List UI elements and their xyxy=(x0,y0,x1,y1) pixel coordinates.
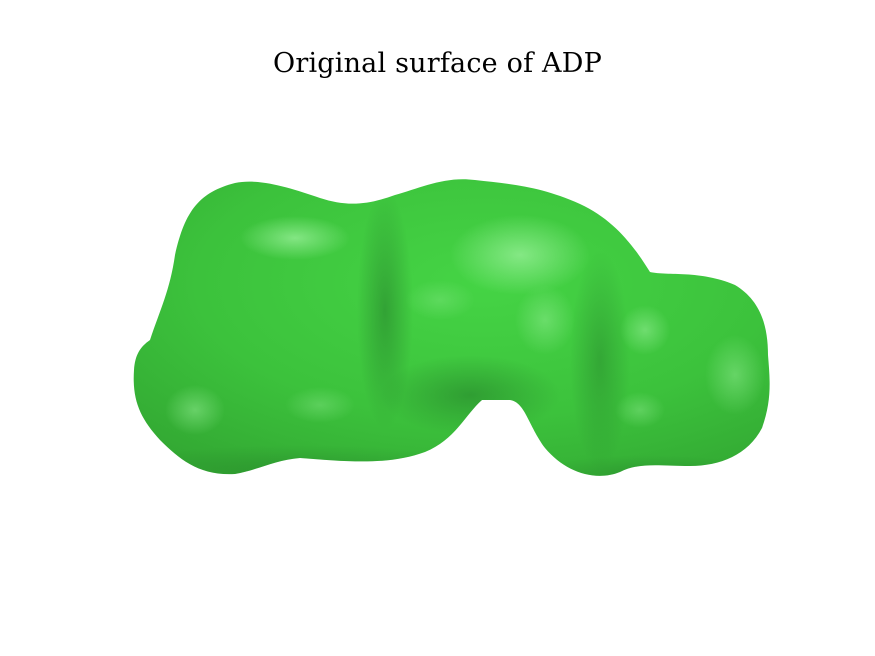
figure-title: Original surface of ADP xyxy=(273,48,602,79)
